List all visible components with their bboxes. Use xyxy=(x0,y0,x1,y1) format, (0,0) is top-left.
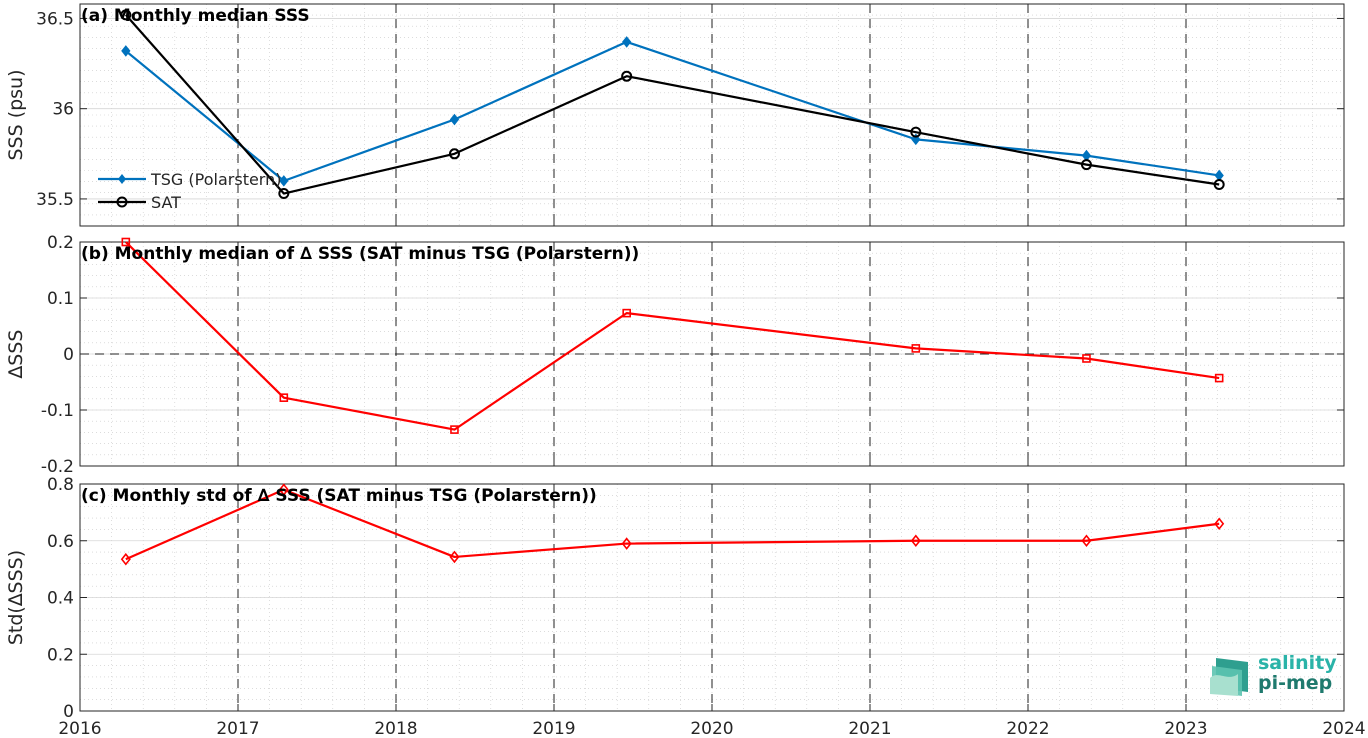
data-point-marker xyxy=(1081,149,1092,162)
logo-text-pi-mep: pi-mep xyxy=(1258,672,1333,694)
series-line-a-2 xyxy=(124,14,1220,195)
data-point-marker xyxy=(450,425,459,434)
y-axis-label: SSS (psu) xyxy=(5,69,27,160)
y-tick-label: 0.8 xyxy=(47,475,74,495)
data-point-marker xyxy=(120,9,132,21)
data-point-marker xyxy=(278,483,289,496)
legend-marker xyxy=(118,174,126,184)
data-point-marker xyxy=(1214,373,1224,383)
data-point-marker xyxy=(1213,178,1225,190)
data-point-marker xyxy=(279,175,289,187)
series-line-a-1 xyxy=(125,40,1220,182)
y-axis-label: ∆SSS xyxy=(5,330,27,380)
data-point-marker xyxy=(121,45,131,57)
y-tick-label: 0.2 xyxy=(47,233,74,253)
legend-marker xyxy=(116,196,128,208)
data-point-marker xyxy=(1214,169,1224,182)
logo-mark-icon xyxy=(1210,658,1248,696)
y-tick-label: 0.6 xyxy=(47,532,74,552)
panel-a: 35.5 36 36.5 SSS (psu) (a) Monthly median SS… xyxy=(5,3,1345,227)
legend-entry: SAT xyxy=(151,193,181,212)
data-point-marker xyxy=(910,126,922,138)
data-point-marker xyxy=(1214,517,1225,531)
y-tick-label: 35.5 xyxy=(36,190,74,210)
x-tick-label: 2023 xyxy=(1164,719,1207,738)
panel-c: 0 0.2 0.4 0.6 0.8 2016 2017 2018 2019 2020 2021 202… xyxy=(5,475,1366,738)
data-point-marker xyxy=(1081,534,1092,548)
y-tick-label: 0.1 xyxy=(47,289,74,309)
y-axis-label: Std(∆SSS) xyxy=(5,550,27,645)
data-point-marker xyxy=(449,113,460,126)
panel-title: (b) Monthly median of ∆ SSS (SAT minus T… xyxy=(81,244,639,264)
x-tick-label: 2021 xyxy=(848,719,891,738)
data-point-marker xyxy=(621,70,633,82)
data-point-marker xyxy=(449,550,460,564)
y-tick-label: 0 xyxy=(63,702,74,722)
x-tick-label: 2020 xyxy=(690,719,733,738)
data-point-marker xyxy=(448,148,460,160)
x-tick-label: 2017 xyxy=(216,719,259,738)
data-point-marker xyxy=(279,393,289,402)
data-point-marker xyxy=(910,534,921,548)
x-tick-label: 2024 xyxy=(1322,719,1365,738)
y-tick-label: 0 xyxy=(63,345,74,365)
data-point-marker xyxy=(1082,354,1091,363)
y-tick-label: 0.4 xyxy=(47,589,74,609)
panel-b: -0.2 -0.1 0 0.1 0.2 ∆SSS (b) Monthly median of… xyxy=(5,233,1345,477)
y-tick-label: -0.2 xyxy=(41,457,74,477)
panel-title: (c) Monthly std of ∆ SSS (SAT minus TSG … xyxy=(81,486,597,506)
series-line-b-1 xyxy=(125,241,1220,431)
data-point-marker xyxy=(278,188,290,200)
data-point-marker xyxy=(1080,159,1092,171)
y-tick-label: 36.5 xyxy=(36,9,74,29)
y-tick-label: 36 xyxy=(52,100,74,120)
data-point-marker xyxy=(911,344,921,353)
data-point-marker xyxy=(622,36,632,48)
data-point-marker xyxy=(120,552,131,566)
series-line-c-1 xyxy=(125,488,1220,561)
x-tick-label: 2018 xyxy=(374,719,417,738)
data-point-marker xyxy=(622,308,631,318)
panel-title: (a) Monthly median SSS xyxy=(81,6,310,26)
legend-entry: TSG (Polarstern) xyxy=(150,170,281,189)
x-tick-label: 2016 xyxy=(58,719,101,738)
x-tick-label: 2019 xyxy=(532,719,575,738)
data-point-marker xyxy=(121,237,131,247)
salinity-pi-mep-logo: salinity pi-mep xyxy=(1208,650,1338,700)
y-tick-label: 0.2 xyxy=(47,645,74,665)
data-point-marker xyxy=(621,537,632,550)
x-tick-label: 2022 xyxy=(1006,719,1049,738)
y-tick-label: -0.1 xyxy=(41,401,74,421)
logo-text-salinity: salinity xyxy=(1258,652,1337,674)
